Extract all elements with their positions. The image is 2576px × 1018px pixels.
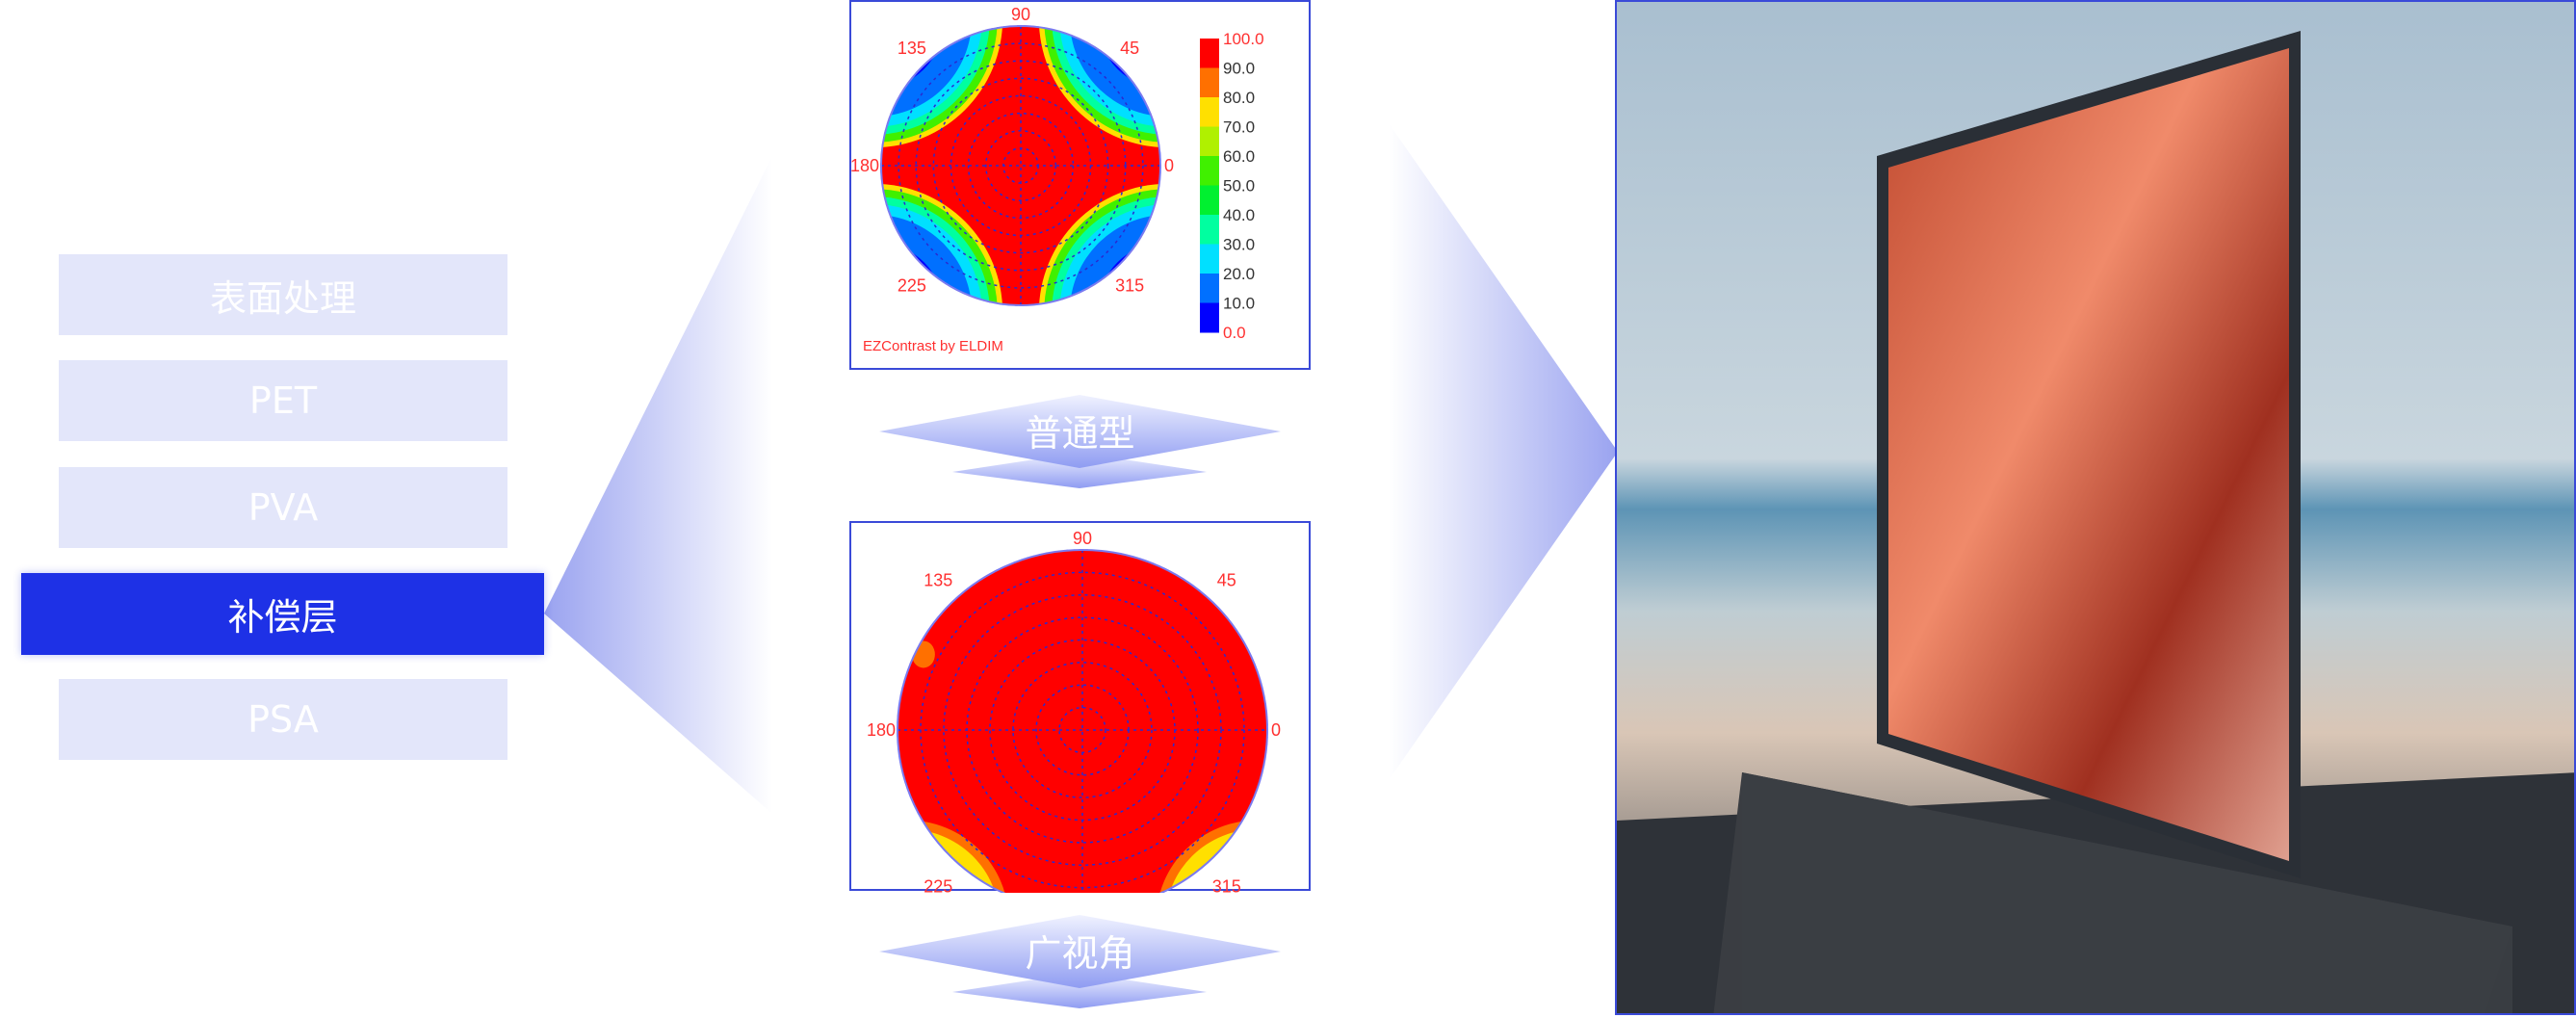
contrast-chart-wide-view: 90 135 45 180 0 225 315 bbox=[849, 521, 1311, 893]
colorbar-segment bbox=[1200, 126, 1219, 157]
angle-label: 225 bbox=[924, 876, 952, 893]
grid-circle bbox=[932, 77, 1109, 254]
grid-circle bbox=[1012, 662, 1153, 798]
colorbar-tick: 100.0 bbox=[1223, 30, 1264, 48]
caption-standard: 普通型 bbox=[1025, 412, 1135, 455]
caption-wide-view: 广视角 bbox=[1025, 932, 1135, 975]
angle-label: 225 bbox=[898, 276, 926, 296]
label-wide-view: 广视角 bbox=[879, 915, 1281, 1014]
colorbar-tick: 20.0 bbox=[1223, 265, 1255, 283]
grid-circle bbox=[898, 42, 1144, 289]
colorbar-segment bbox=[1200, 156, 1219, 186]
label-standard: 普通型 bbox=[879, 395, 1281, 494]
colorbar-segment bbox=[1200, 185, 1219, 216]
grid-circle bbox=[985, 130, 1056, 201]
angle-label: 180 bbox=[867, 720, 896, 740]
layer-button[interactable]: PSA bbox=[59, 679, 507, 760]
angle-label: 315 bbox=[1115, 276, 1144, 296]
angle-label: 135 bbox=[898, 39, 926, 58]
angle-label: 135 bbox=[924, 570, 952, 589]
colorbar-tick: 30.0 bbox=[1223, 236, 1255, 254]
tv-product-photo bbox=[1615, 0, 2576, 1015]
plot-border bbox=[880, 25, 1161, 306]
angle-label: 45 bbox=[1120, 39, 1139, 58]
colorbar-tick: 0.0 bbox=[1223, 324, 1246, 342]
angle-label: 0 bbox=[1271, 720, 1281, 740]
colorbar-tick: 50.0 bbox=[1223, 177, 1255, 196]
angle-label: 90 bbox=[1073, 529, 1092, 548]
colorbar-tick: 90.0 bbox=[1223, 60, 1255, 78]
angle-label: 0 bbox=[1164, 156, 1174, 175]
angle-label: 45 bbox=[1217, 570, 1236, 589]
colorbar-tick: 60.0 bbox=[1223, 147, 1255, 166]
colorbar-segment bbox=[1200, 39, 1219, 68]
colorbar-segment bbox=[1200, 302, 1219, 333]
angle-label: 315 bbox=[1212, 876, 1241, 893]
layer-button[interactable]: PET bbox=[59, 360, 507, 441]
colorbar-tick: 10.0 bbox=[1223, 295, 1255, 313]
colorbar-segment bbox=[1200, 274, 1219, 303]
colorbar-segment bbox=[1200, 97, 1219, 127]
angle-label: 180 bbox=[851, 156, 879, 175]
grid-circle bbox=[967, 112, 1075, 220]
layer-button[interactable]: PVA bbox=[59, 467, 507, 548]
layer-button[interactable]: 表面处理 bbox=[59, 254, 507, 335]
contrast-chart-standard: 90 135 45 180 0 225 315 100.0 90.0 80.0 70.0 60.0 50… bbox=[849, 0, 1311, 370]
chart-credit: EZContrast by ELDIM bbox=[863, 338, 1003, 354]
plot-border bbox=[897, 549, 1268, 893]
colorbar-tick: 40.0 bbox=[1223, 206, 1255, 224]
colorbar-tick: 80.0 bbox=[1223, 89, 1255, 107]
colorbar-segment bbox=[1200, 67, 1219, 98]
colorbar-tick: 70.0 bbox=[1223, 118, 1255, 137]
angle-label: 90 bbox=[1011, 5, 1030, 24]
colorbar-segment bbox=[1200, 215, 1219, 245]
layer-button[interactable]: 补偿层 bbox=[21, 573, 544, 655]
colorbar-segment bbox=[1200, 244, 1219, 274]
